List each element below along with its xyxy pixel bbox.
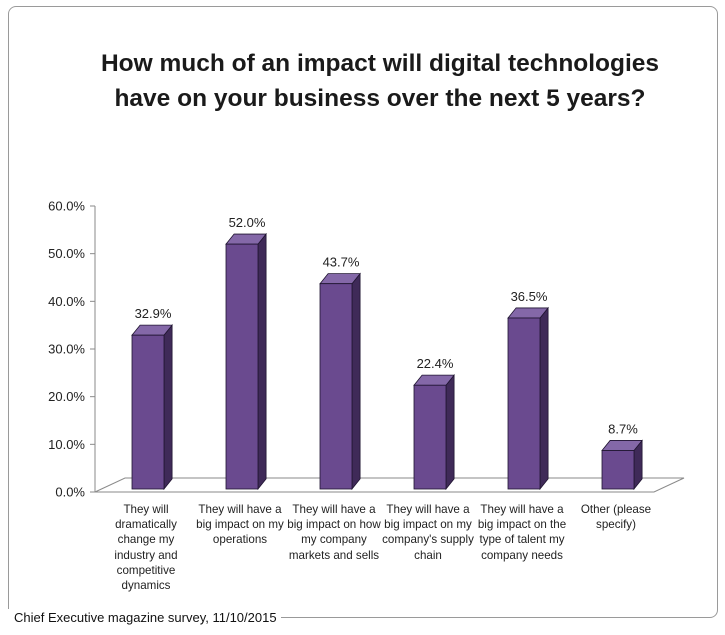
data-label: 52.0% [229, 215, 266, 230]
x-category-label: They will have a big impact on my compan… [382, 503, 474, 562]
data-label: 43.7% [323, 255, 360, 270]
x-category-label: Other (please specify) [580, 503, 652, 532]
bar [319, 272, 361, 491]
y-tick-label: 0.0% [55, 485, 85, 500]
bar [507, 306, 549, 491]
bar-side [257, 232, 267, 491]
chart-title: How much of an impact will digital techn… [100, 50, 660, 112]
x-category-label: They will dramatically change my industr… [114, 503, 178, 593]
bar-side [445, 374, 455, 491]
data-label: 36.5% [511, 289, 548, 304]
y-tick-label: 10.0% [48, 437, 85, 452]
bar-side [163, 323, 173, 491]
y-tick-label: 50.0% [48, 246, 85, 261]
y-tick-label: 30.0% [48, 342, 85, 357]
x-category-label: They will have a big impact on my operat… [196, 503, 284, 547]
bar [601, 439, 643, 491]
x-category-label: They will have a big impact on the type … [477, 503, 567, 562]
source-note: Chief Executive magazine survey, 11/10/2… [0, 609, 281, 627]
bar-side [539, 306, 549, 491]
bar-front [225, 243, 259, 490]
bar [131, 323, 173, 491]
y-tick-label: 60.0% [48, 199, 85, 214]
chart-frame [8, 6, 718, 618]
bar [225, 232, 267, 491]
chart-floor [94, 477, 685, 493]
bar-front [131, 334, 165, 490]
y-tick-label: 40.0% [48, 294, 85, 309]
data-label: 22.4% [417, 356, 454, 371]
data-label: 8.7% [608, 422, 638, 437]
bar-front [601, 450, 635, 490]
bar-side [351, 272, 361, 491]
bar-front [319, 283, 353, 490]
bar-front [507, 317, 541, 490]
data-label: 32.9% [135, 306, 172, 321]
bar-front [413, 384, 447, 490]
bar [413, 374, 455, 491]
y-tick-label: 20.0% [48, 389, 85, 404]
x-category-label: They will have a big impact on how my co… [287, 503, 381, 562]
